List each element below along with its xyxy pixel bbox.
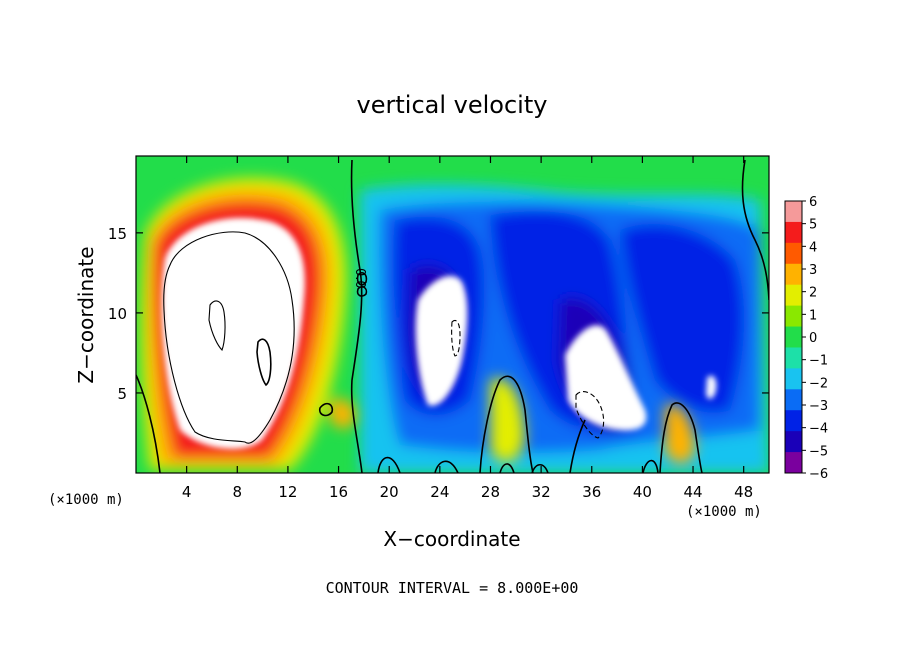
- colorbar-tick-label: −2: [809, 376, 828, 391]
- contour-value-label: 0.0: [352, 268, 367, 289]
- zero-contour-mid-a: [479, 375, 534, 473]
- y-axis-label: Z−coordinate: [74, 246, 98, 383]
- colorbar-tick-label: −5: [809, 444, 828, 459]
- x-tick-label: 12: [278, 483, 297, 501]
- zero-contour-bottom-d: [531, 463, 549, 473]
- x-unit-label-right: (×1000 m): [686, 504, 762, 520]
- colorbar-swatch: [785, 431, 802, 453]
- colorbar-tick-label: 2: [809, 286, 817, 301]
- colorbar-swatch: [785, 221, 802, 244]
- colorbar-tick-label: −6: [809, 467, 828, 482]
- colorbar-tick-label: 1: [809, 308, 817, 323]
- x-tick-label: 24: [430, 483, 449, 501]
- zero-contour-mid-b: [569, 419, 586, 473]
- velocity-field: [136, 156, 769, 473]
- x-unit-label-left: (×1000 m): [48, 492, 124, 508]
- zero-contour-loop-c: [356, 286, 368, 297]
- x-tick-label: 4: [182, 483, 192, 501]
- positive-contour-outer: [163, 231, 295, 444]
- colorbar-tick-label: 6: [809, 195, 817, 210]
- colorbar: 6 5 4 3 2 1 0 −1 −2 −3 −4 −5 −6: [784, 195, 828, 482]
- y-tick-label: 5: [117, 385, 127, 403]
- colorbar-swatch: [785, 452, 802, 474]
- positive-contour-inner-b: [256, 338, 272, 387]
- y-axis-ticks: 5 10 15: [108, 225, 769, 403]
- contour-interval-footer: CONTOUR INTERVAL = 8.000E+00: [326, 579, 579, 597]
- colorbar-tick-label: −4: [809, 422, 828, 437]
- colorbar-swatch: [785, 347, 802, 369]
- zero-contour-loop-a: [318, 402, 334, 417]
- x-tick-label: 20: [380, 483, 399, 501]
- zero-contour-bottom-b: [434, 460, 459, 473]
- x-tick-label: 48: [734, 483, 753, 501]
- zero-contour-loop-b: [356, 272, 368, 286]
- colorbar-tick-label: 3: [809, 263, 817, 278]
- colorbar-swatch: [785, 389, 802, 411]
- negative-contour-b: [575, 391, 605, 439]
- colorbar-swatch: [785, 326, 802, 348]
- colorbar-swatch: [785, 368, 802, 390]
- colorbar-tick-label: 0: [809, 331, 817, 346]
- x-tick-label: 28: [481, 483, 500, 501]
- colorbar-swatch: [785, 263, 802, 286]
- contour-lines: [136, 159, 769, 473]
- negative-saturated-region-b: [565, 325, 647, 431]
- x-tick-label: 36: [582, 483, 601, 501]
- warm-spot-right: [665, 404, 695, 464]
- zero-contour-mid-c: [659, 402, 703, 473]
- x-tick-label: 16: [329, 483, 348, 501]
- warm-spot-center: [490, 378, 525, 463]
- zero-contour-left: [350, 159, 363, 473]
- colorbar-tick-label: 5: [809, 218, 817, 233]
- negative-saturated-region-c: [706, 375, 717, 399]
- colorbar-swatch: [785, 305, 802, 328]
- chart-title: vertical velocity: [357, 91, 548, 119]
- colorbar-tick-label: −3: [809, 399, 828, 414]
- colorbar-swatch: [785, 284, 802, 307]
- colorbar-swatch: [785, 201, 802, 223]
- x-tick-label: 44: [683, 483, 702, 501]
- positive-contour-inner-a: [208, 300, 226, 351]
- cool-region-deep-blue-c: [620, 224, 745, 413]
- x-tick-label: 40: [633, 483, 652, 501]
- plot-frame: [135, 155, 770, 474]
- y-tick-label: 10: [108, 305, 127, 323]
- warm-spot-left: [330, 398, 356, 429]
- zero-contour-right: [741, 159, 769, 301]
- negative-contour-a: [451, 319, 461, 357]
- colorbar-swatch: [785, 410, 802, 432]
- negative-saturated-region-a: [415, 275, 468, 406]
- zero-contour-bottom-c: [499, 463, 515, 473]
- zero-contour-bottom-e: [642, 459, 659, 473]
- colorbar-tick-label: 4: [809, 240, 817, 255]
- x-axis-ticks: 4 8 12 16 20 24 28 32 36 40 44 48: [182, 156, 753, 501]
- zero-contour-upper-left: [136, 374, 161, 473]
- zero-contour-bottom-a: [377, 456, 401, 473]
- positive-saturated-region: [161, 217, 305, 449]
- field-layer-saturated: [161, 217, 717, 449]
- y-tick-label: 15: [108, 225, 127, 243]
- x-tick-label: 32: [532, 483, 551, 501]
- x-axis-label: X−coordinate: [383, 527, 520, 551]
- colorbar-tick-label: −1: [809, 354, 828, 369]
- x-tick-label: 8: [233, 483, 243, 501]
- colorbar-swatch: [785, 242, 802, 265]
